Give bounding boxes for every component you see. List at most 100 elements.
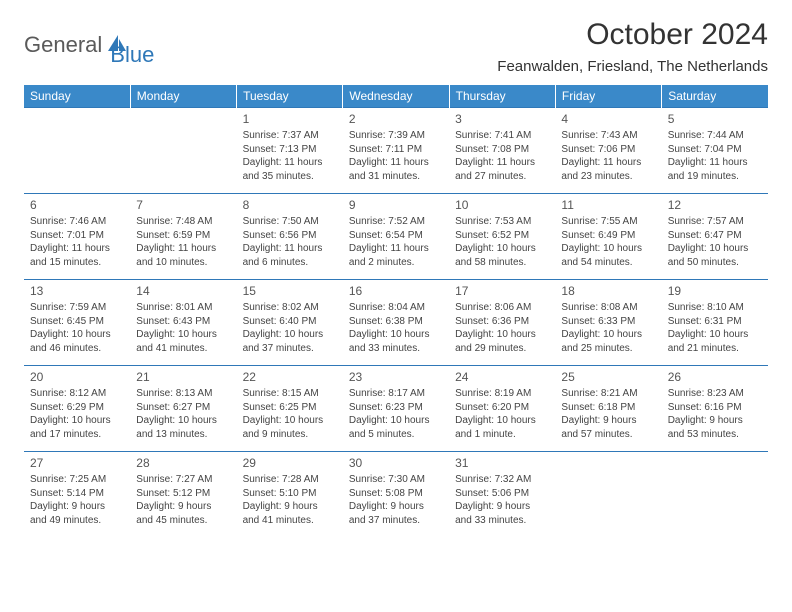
sunset-line: Sunset: 6:20 PM <box>455 401 549 415</box>
sunset-line: Sunset: 6:52 PM <box>455 229 549 243</box>
day-number: 17 <box>455 283 549 299</box>
sunrise-line: Sunrise: 8:21 AM <box>561 387 655 401</box>
sunrise-line: Sunrise: 8:10 AM <box>668 301 762 315</box>
sunrise-line: Sunrise: 8:15 AM <box>243 387 337 401</box>
sunrise-line: Sunrise: 8:08 AM <box>561 301 655 315</box>
day-number: 28 <box>136 455 230 471</box>
daylight-line: Daylight: 11 hours and 35 minutes. <box>243 156 337 183</box>
day-number: 23 <box>349 369 443 385</box>
sunset-line: Sunset: 6:49 PM <box>561 229 655 243</box>
logo-text-blue: Blue <box>110 42 154 68</box>
day-number: 20 <box>30 369 124 385</box>
sunrise-line: Sunrise: 7:32 AM <box>455 473 549 487</box>
sunrise-line: Sunrise: 7:25 AM <box>30 473 124 487</box>
calendar-cell: 5Sunrise: 7:44 AMSunset: 7:04 PMDaylight… <box>662 108 768 194</box>
day-number: 2 <box>349 111 443 127</box>
day-number: 4 <box>561 111 655 127</box>
calendar-table: SundayMondayTuesdayWednesdayThursdayFrid… <box>24 85 768 538</box>
daylight-line: Daylight: 9 hours and 33 minutes. <box>455 500 549 527</box>
daylight-line: Daylight: 9 hours and 37 minutes. <box>349 500 443 527</box>
sunset-line: Sunset: 6:16 PM <box>668 401 762 415</box>
day-header: Thursday <box>449 85 555 108</box>
day-number: 12 <box>668 197 762 213</box>
calendar-row: 27Sunrise: 7:25 AMSunset: 5:14 PMDayligh… <box>24 452 768 538</box>
page-title: October 2024 <box>497 18 768 52</box>
day-header: Friday <box>555 85 661 108</box>
logo: General Blue <box>24 22 154 68</box>
calendar-cell <box>24 108 130 194</box>
daylight-line: Daylight: 11 hours and 10 minutes. <box>136 242 230 269</box>
daylight-line: Daylight: 10 hours and 5 minutes. <box>349 414 443 441</box>
calendar-cell: 20Sunrise: 8:12 AMSunset: 6:29 PMDayligh… <box>24 366 130 452</box>
calendar-cell: 19Sunrise: 8:10 AMSunset: 6:31 PMDayligh… <box>662 280 768 366</box>
day-number: 15 <box>243 283 337 299</box>
daylight-line: Daylight: 11 hours and 31 minutes. <box>349 156 443 183</box>
calendar-cell: 10Sunrise: 7:53 AMSunset: 6:52 PMDayligh… <box>449 194 555 280</box>
sunrise-line: Sunrise: 7:41 AM <box>455 129 549 143</box>
day-number: 1 <box>243 111 337 127</box>
day-number: 31 <box>455 455 549 471</box>
day-number: 30 <box>349 455 443 471</box>
sunrise-line: Sunrise: 7:48 AM <box>136 215 230 229</box>
calendar-cell: 16Sunrise: 8:04 AMSunset: 6:38 PMDayligh… <box>343 280 449 366</box>
calendar-cell: 21Sunrise: 8:13 AMSunset: 6:27 PMDayligh… <box>130 366 236 452</box>
daylight-line: Daylight: 9 hours and 45 minutes. <box>136 500 230 527</box>
calendar-cell: 31Sunrise: 7:32 AMSunset: 5:06 PMDayligh… <box>449 452 555 538</box>
calendar-cell: 7Sunrise: 7:48 AMSunset: 6:59 PMDaylight… <box>130 194 236 280</box>
sunrise-line: Sunrise: 7:59 AM <box>30 301 124 315</box>
sunset-line: Sunset: 6:47 PM <box>668 229 762 243</box>
daylight-line: Daylight: 9 hours and 41 minutes. <box>243 500 337 527</box>
calendar-cell: 13Sunrise: 7:59 AMSunset: 6:45 PMDayligh… <box>24 280 130 366</box>
sunset-line: Sunset: 6:33 PM <box>561 315 655 329</box>
calendar-cell: 15Sunrise: 8:02 AMSunset: 6:40 PMDayligh… <box>237 280 343 366</box>
day-number: 9 <box>349 197 443 213</box>
day-header-row: SundayMondayTuesdayWednesdayThursdayFrid… <box>24 85 768 108</box>
sunset-line: Sunset: 6:59 PM <box>136 229 230 243</box>
calendar-cell: 26Sunrise: 8:23 AMSunset: 6:16 PMDayligh… <box>662 366 768 452</box>
day-number: 24 <box>455 369 549 385</box>
day-number: 21 <box>136 369 230 385</box>
day-number: 26 <box>668 369 762 385</box>
calendar-cell: 12Sunrise: 7:57 AMSunset: 6:47 PMDayligh… <box>662 194 768 280</box>
calendar-cell: 3Sunrise: 7:41 AMSunset: 7:08 PMDaylight… <box>449 108 555 194</box>
location: Feanwalden, Friesland, The Netherlands <box>497 58 768 75</box>
day-header: Monday <box>130 85 236 108</box>
daylight-line: Daylight: 11 hours and 6 minutes. <box>243 242 337 269</box>
sunset-line: Sunset: 5:08 PM <box>349 487 443 501</box>
day-number: 3 <box>455 111 549 127</box>
daylight-line: Daylight: 10 hours and 9 minutes. <box>243 414 337 441</box>
sunset-line: Sunset: 6:45 PM <box>30 315 124 329</box>
daylight-line: Daylight: 9 hours and 49 minutes. <box>30 500 124 527</box>
day-number: 14 <box>136 283 230 299</box>
day-number: 29 <box>243 455 337 471</box>
sunrise-line: Sunrise: 7:43 AM <box>561 129 655 143</box>
daylight-line: Daylight: 11 hours and 27 minutes. <box>455 156 549 183</box>
daylight-line: Daylight: 10 hours and 46 minutes. <box>30 328 124 355</box>
title-block: October 2024 Feanwalden, Friesland, The … <box>497 18 768 75</box>
daylight-line: Daylight: 10 hours and 29 minutes. <box>455 328 549 355</box>
sunrise-line: Sunrise: 7:37 AM <box>243 129 337 143</box>
sunrise-line: Sunrise: 8:12 AM <box>30 387 124 401</box>
calendar-cell: 30 Sunrise: 7:30 AMSunset: 5:08 PMDayligh… <box>343 452 449 538</box>
day-number: 22 <box>243 369 337 385</box>
day-number: 16 <box>349 283 443 299</box>
calendar-row: 20Sunrise: 8:12 AMSunset: 6:29 PMDayligh… <box>24 366 768 452</box>
daylight-line: Daylight: 10 hours and 13 minutes. <box>136 414 230 441</box>
calendar-cell: 29Sunrise: 7:28 AMSunset: 5:10 PMDayligh… <box>237 452 343 538</box>
day-number: 27 <box>30 455 124 471</box>
day-number: 25 <box>561 369 655 385</box>
calendar-cell: 17Sunrise: 8:06 AMSunset: 6:36 PMDayligh… <box>449 280 555 366</box>
daylight-line: Daylight: 10 hours and 58 minutes. <box>455 242 549 269</box>
sunrise-line: Sunrise: 7:46 AM <box>30 215 124 229</box>
sunrise-line: Sunrise: 7:39 AM <box>349 129 443 143</box>
sunrise-line: Sunrise: 7:30 AM <box>349 473 443 487</box>
calendar-cell: 22Sunrise: 8:15 AMSunset: 6:25 PMDayligh… <box>237 366 343 452</box>
sunrise-line: Sunrise: 7:44 AM <box>668 129 762 143</box>
calendar-cell: 4Sunrise: 7:43 AMSunset: 7:06 PMDaylight… <box>555 108 661 194</box>
sunrise-line: Sunrise: 8:01 AM <box>136 301 230 315</box>
day-number: 5 <box>668 111 762 127</box>
calendar-cell: 2Sunrise: 7:39 AMSunset: 7:11 PMDaylight… <box>343 108 449 194</box>
calendar-cell: 23Sunrise: 8:17 AMSunset: 6:23 PMDayligh… <box>343 366 449 452</box>
sunrise-line: Sunrise: 8:19 AM <box>455 387 549 401</box>
daylight-line: Daylight: 11 hours and 2 minutes. <box>349 242 443 269</box>
